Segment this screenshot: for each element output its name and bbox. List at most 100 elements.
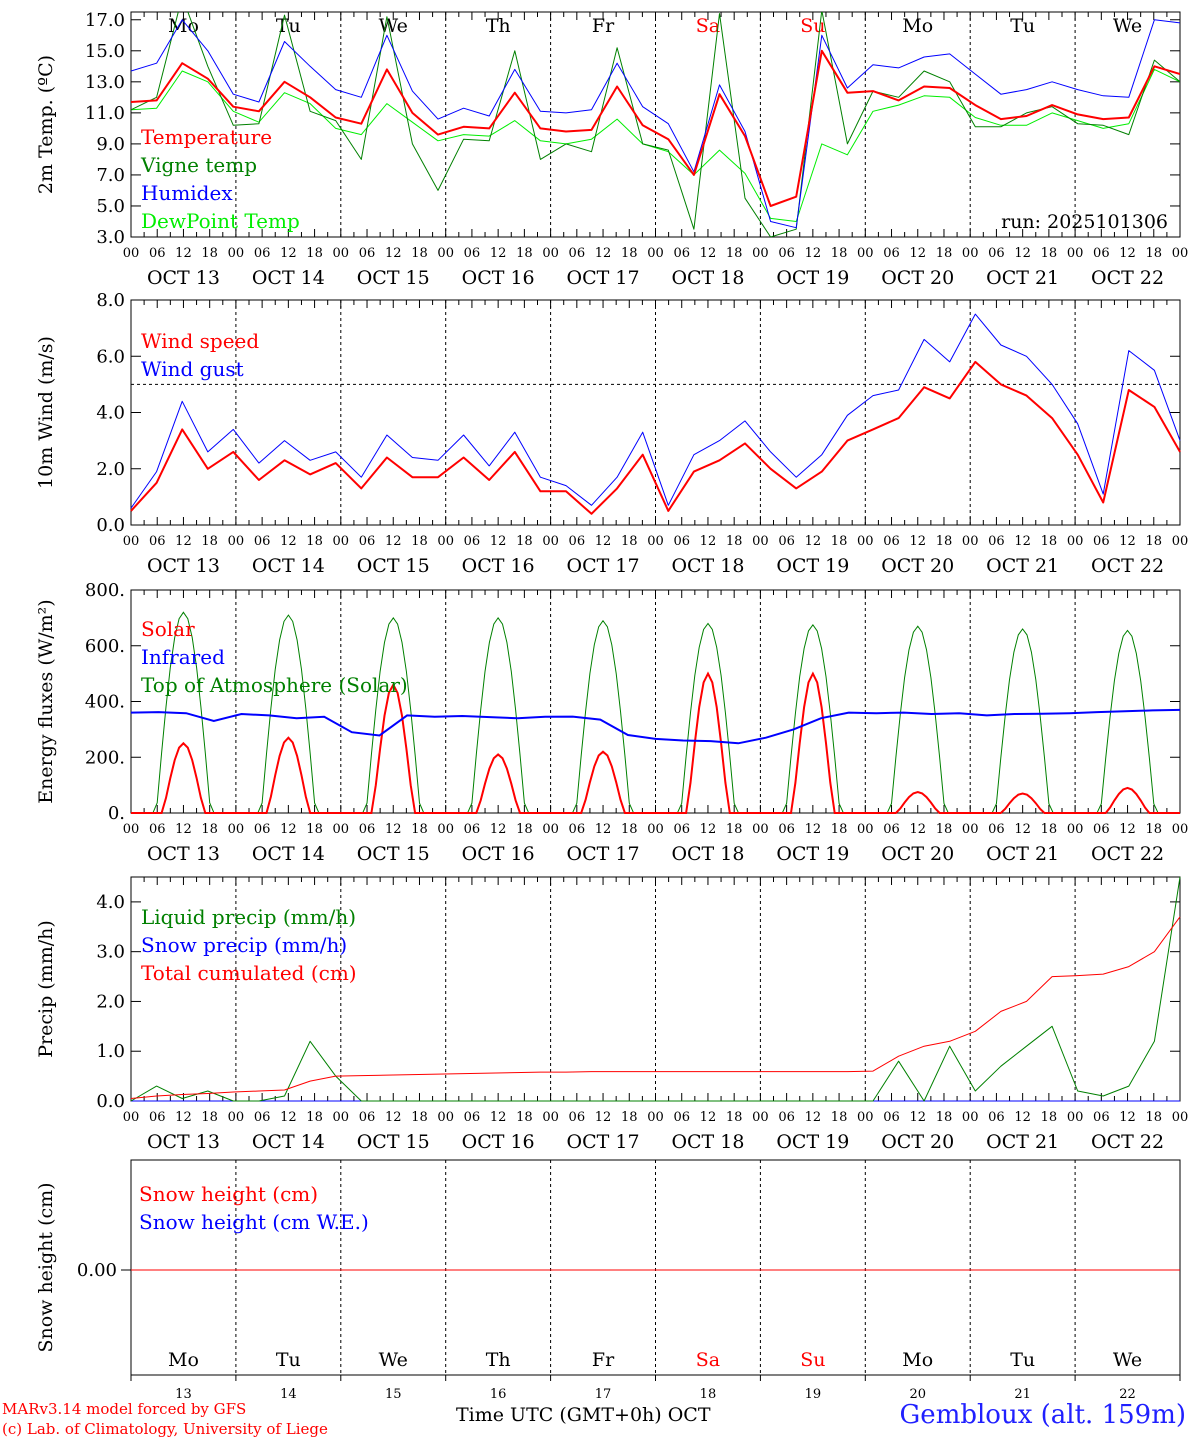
legend-entry: Temperature <box>141 125 272 149</box>
x-tick-label: 06 <box>883 1110 900 1125</box>
x-tick-label: 12 <box>700 534 717 549</box>
x-tick-label: 18 <box>726 534 743 549</box>
legend-entry: DewPoint Temp <box>141 209 300 233</box>
y-tick-label: 4.0 <box>96 892 125 913</box>
day-number: 13 <box>175 1387 192 1402</box>
y-tick-label: 4.0 <box>96 403 125 424</box>
x-tick-label: 06 <box>254 246 271 261</box>
x-tick-label: 06 <box>883 822 900 837</box>
x-tick-label: 12 <box>1119 246 1136 261</box>
x-tick-label: 18 <box>1146 534 1163 549</box>
series-line-1 <box>130 313 1181 509</box>
x-tick-label: 18 <box>1041 246 1058 261</box>
day-label: OCT 22 <box>1091 555 1164 577</box>
x-tick-label: 18 <box>1041 1110 1058 1125</box>
day-number: 18 <box>700 1387 717 1402</box>
x-tick-label: 06 <box>883 534 900 549</box>
series-line-2 <box>130 916 1181 1099</box>
y-tick-label: 3.0 <box>96 942 125 963</box>
x-tick-label: 00 <box>437 534 454 549</box>
time-axis-label: Time UTC (GMT+0h) OCT <box>456 1404 711 1426</box>
x-tick-label: 06 <box>673 534 690 549</box>
x-tick-label: 18 <box>411 822 428 837</box>
x-tick-label: 12 <box>595 534 612 549</box>
y-tick-label: 0. <box>108 803 125 824</box>
x-tick-label: 00 <box>437 1110 454 1125</box>
x-tick-label: 12 <box>595 822 612 837</box>
day-number: 22 <box>1119 1387 1136 1402</box>
x-tick-label: 18 <box>201 246 218 261</box>
weekday-label: We <box>379 1349 408 1371</box>
y-tick-label: 5.0 <box>96 196 125 217</box>
x-tick-label: 00 <box>647 822 664 837</box>
day-label: OCT 21 <box>986 1131 1059 1153</box>
day-label: OCT 20 <box>881 555 954 577</box>
x-tick-label: 00 <box>752 534 769 549</box>
y-tick-label: 8.0 <box>96 290 125 311</box>
weekday-label: Fr <box>592 15 615 37</box>
x-tick-label: 06 <box>359 822 376 837</box>
x-tick-label: 00 <box>542 246 559 261</box>
x-tick-label: 18 <box>726 246 743 261</box>
x-tick-label: 18 <box>936 246 953 261</box>
x-tick-label: 00 <box>333 246 350 261</box>
x-tick-label: 00 <box>542 534 559 549</box>
x-tick-label: 00 <box>228 1110 245 1125</box>
day-label: OCT 16 <box>462 843 535 865</box>
legend-entry: Wind gust <box>141 357 244 381</box>
day-label: OCT 14 <box>252 1131 325 1153</box>
x-tick-label: 00 <box>542 822 559 837</box>
x-tick-label: 06 <box>149 822 166 837</box>
x-tick-label: 00 <box>857 246 874 261</box>
x-tick-label: 18 <box>726 822 743 837</box>
x-tick-label: 18 <box>516 1110 533 1125</box>
weekday-label: Fr <box>592 1349 615 1371</box>
x-tick-label: 00 <box>962 534 979 549</box>
series-line-0 <box>131 49 1180 207</box>
x-tick-label: 00 <box>1172 534 1189 549</box>
x-tick-label: 18 <box>516 246 533 261</box>
station-name: Gembloux (alt. 159m) <box>899 1400 1186 1430</box>
x-tick-label: 12 <box>385 534 402 549</box>
x-tick-label: 12 <box>490 1110 507 1125</box>
x-tick-label: 00 <box>228 822 245 837</box>
y-tick-label: 0.0 <box>96 1091 125 1112</box>
x-tick-label: 06 <box>1093 1110 1110 1125</box>
weekday-label: Mo <box>902 1349 933 1371</box>
x-tick-label: 06 <box>988 1110 1005 1125</box>
x-tick-label: 18 <box>1041 534 1058 549</box>
day-number: 15 <box>385 1387 402 1402</box>
x-tick-label: 12 <box>175 822 192 837</box>
day-label: OCT 15 <box>357 267 430 289</box>
x-tick-label: 06 <box>778 246 795 261</box>
series-group <box>131 12 1180 237</box>
x-tick-label: 06 <box>254 534 271 549</box>
x-tick-label: 00 <box>647 1110 664 1125</box>
x-tick-label: 00 <box>437 246 454 261</box>
panel-frame <box>130 589 1181 814</box>
legend-entry: Total cumulated (cm) <box>141 961 357 985</box>
panel-frame <box>130 299 1181 526</box>
day-label: OCT 21 <box>986 843 1059 865</box>
day-label: OCT 15 <box>357 843 430 865</box>
weekday-label: Tu <box>1010 15 1035 37</box>
run-label: run: 2025101306 <box>1001 211 1168 233</box>
x-tick-label: 12 <box>909 534 926 549</box>
x-tick-label: 00 <box>123 822 140 837</box>
x-tick-label: 18 <box>1146 1110 1163 1125</box>
y-tick-label: 800. <box>85 580 125 601</box>
x-tick-label: 12 <box>175 1110 192 1125</box>
y-tick-label: 2.0 <box>96 459 125 480</box>
x-tick-label: 06 <box>883 246 900 261</box>
x-tick-label: 12 <box>280 534 297 549</box>
y-tick-label: 3.0 <box>96 227 125 248</box>
x-tick-label: 06 <box>464 246 481 261</box>
day-label: OCT 18 <box>671 1131 744 1153</box>
x-tick-label: 18 <box>1146 822 1163 837</box>
x-tick-label: 00 <box>1067 534 1084 549</box>
day-label: OCT 15 <box>357 555 430 577</box>
x-tick-label: 12 <box>700 822 717 837</box>
x-tick-label: 00 <box>752 1110 769 1125</box>
y-tick-label: 6.0 <box>96 346 125 367</box>
